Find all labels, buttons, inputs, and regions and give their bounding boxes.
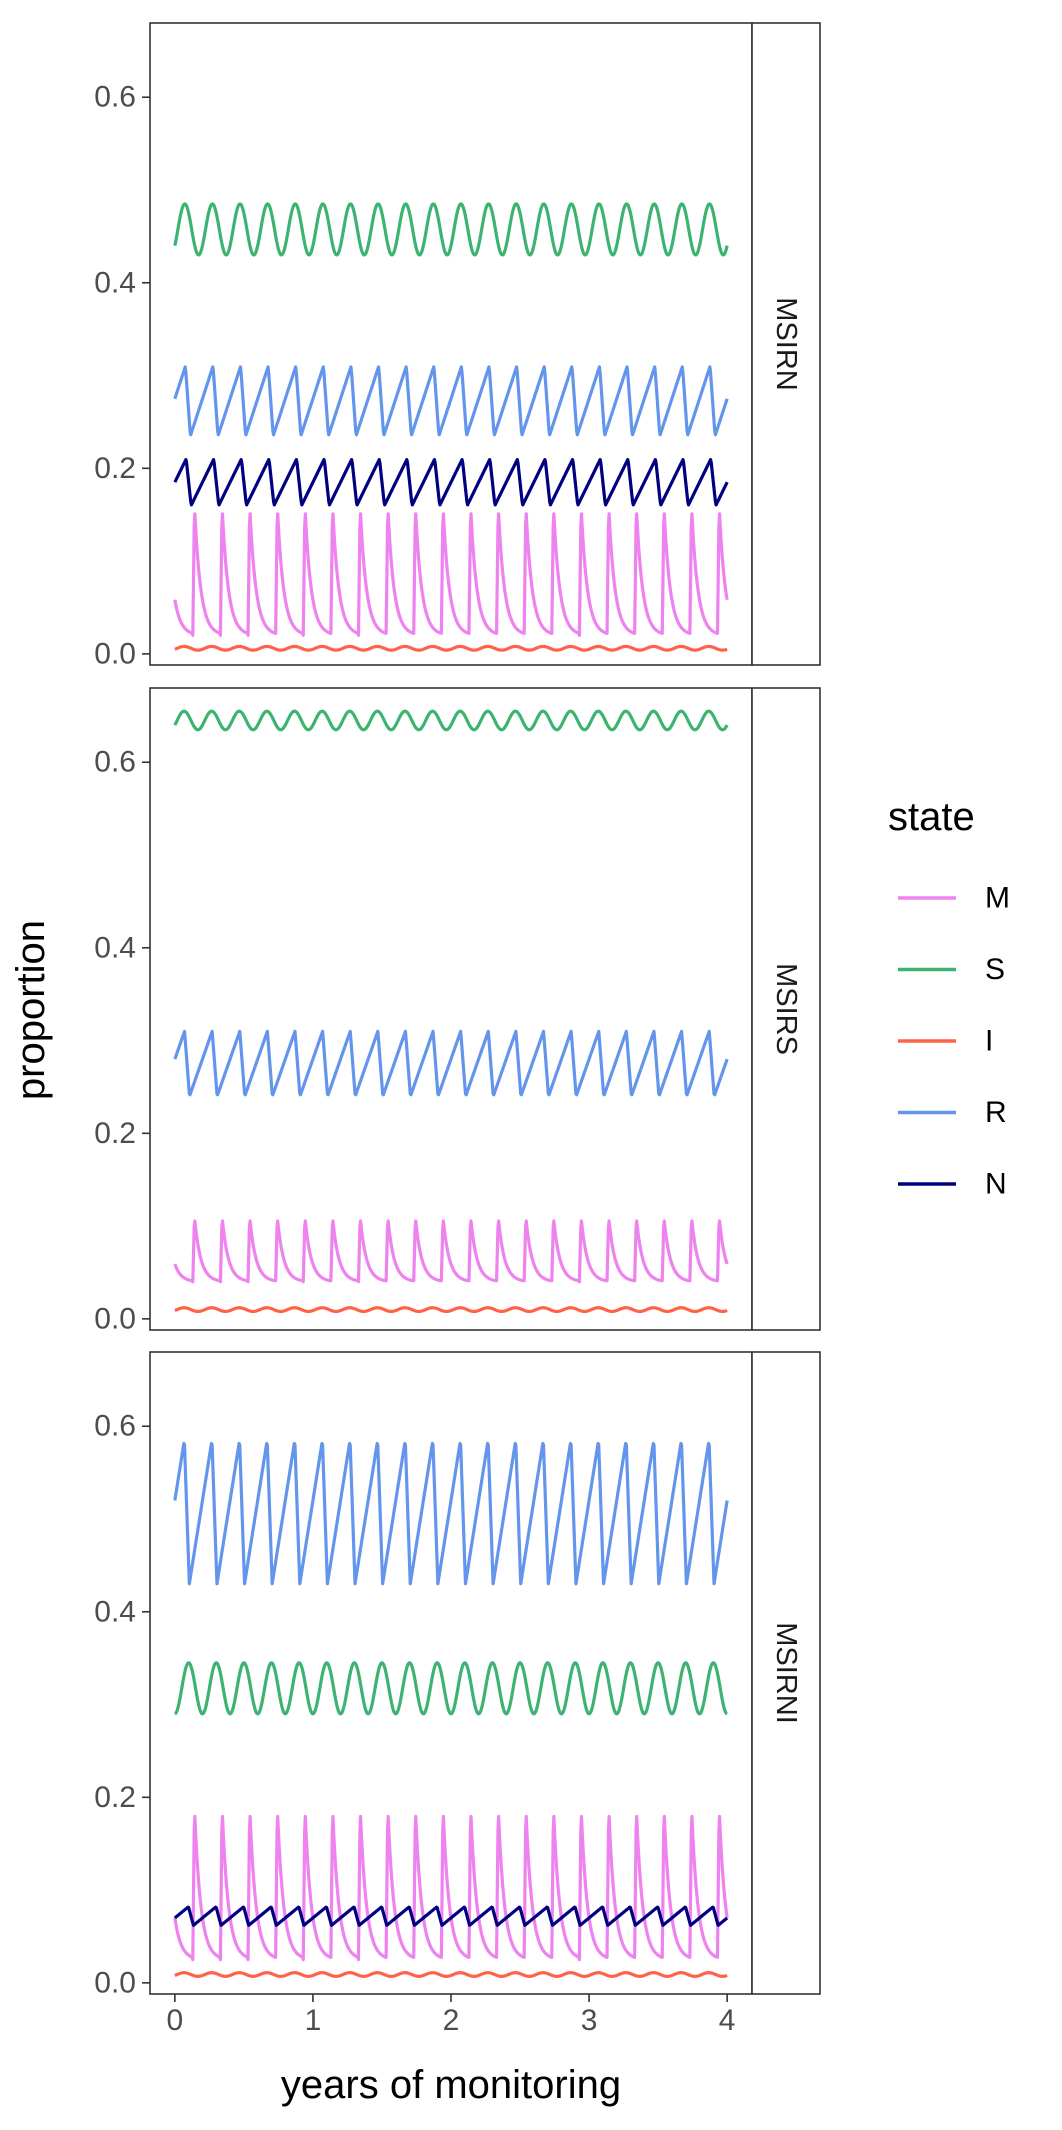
strip-label: MSIRS xyxy=(770,963,802,1055)
series-line-R xyxy=(173,1029,729,1097)
x-tick-label: 3 xyxy=(581,2004,598,2037)
legend-title: state xyxy=(888,795,975,839)
series-line-M xyxy=(173,1219,729,1284)
x-tick-label: 0 xyxy=(167,2004,184,2037)
y-tick-label: 0.2 xyxy=(94,1117,136,1150)
series-line-I xyxy=(173,644,729,652)
strip-box xyxy=(751,1351,821,1995)
y-axis-title: proportion xyxy=(9,920,53,1100)
legend-label-R: R xyxy=(985,1096,1007,1129)
panel-msirn: MSIRN 0.0 0.2 0.4 0.6 xyxy=(94,22,821,670)
y-tick-label: 0.0 xyxy=(94,1302,136,1335)
series-line-S xyxy=(173,202,729,257)
y-tick-label: 0.6 xyxy=(94,81,136,114)
strip-label: MSIRN xyxy=(770,297,802,390)
y-tick-label: 0.4 xyxy=(94,266,136,299)
y-tick-label: 0.0 xyxy=(94,637,136,670)
x-axis-title: years of monitoring xyxy=(281,2063,621,2107)
strip-box xyxy=(751,22,821,666)
legend-label-I: I xyxy=(985,1025,993,1058)
panel-msirs: MSIRS 0.0 0.2 0.4 0.6 xyxy=(94,687,821,1335)
series-line-S xyxy=(173,1661,729,1716)
series-line-R xyxy=(173,1441,729,1586)
y-tick-label: 0.4 xyxy=(94,1595,136,1628)
x-tick-label: 1 xyxy=(305,2004,322,2037)
y-tick-label: 0.2 xyxy=(94,452,136,485)
series-line-N xyxy=(173,1905,729,1927)
strip-box xyxy=(751,687,821,1331)
x-tick-label: 4 xyxy=(719,2004,736,2037)
x-tick-label: 2 xyxy=(443,2004,460,2037)
series-line-I xyxy=(173,1971,729,1978)
legend-label-N: N xyxy=(985,1168,1007,1201)
legend: state M S I R N xyxy=(888,795,1010,1201)
series-line-I xyxy=(173,1306,729,1314)
legend-label-M: M xyxy=(985,882,1010,915)
strip-label: MSIRNI xyxy=(770,1622,802,1724)
panel-msirni: MSIRNI 0.0 0.2 0.4 0.6 xyxy=(94,1351,821,1999)
y-tick-label: 0.6 xyxy=(94,746,136,779)
series-line-R xyxy=(173,365,729,437)
legend-label-S: S xyxy=(985,953,1005,986)
series-line-M xyxy=(173,512,729,637)
y-tick-label: 0.2 xyxy=(94,1781,136,1814)
y-tick-label: 0.6 xyxy=(94,1410,136,1443)
panel-frame xyxy=(149,687,753,1331)
series-line-N xyxy=(173,458,729,507)
y-tick-label: 0.4 xyxy=(94,931,136,964)
series-line-S xyxy=(173,709,729,732)
y-tick-label: 0.0 xyxy=(94,1966,136,1999)
